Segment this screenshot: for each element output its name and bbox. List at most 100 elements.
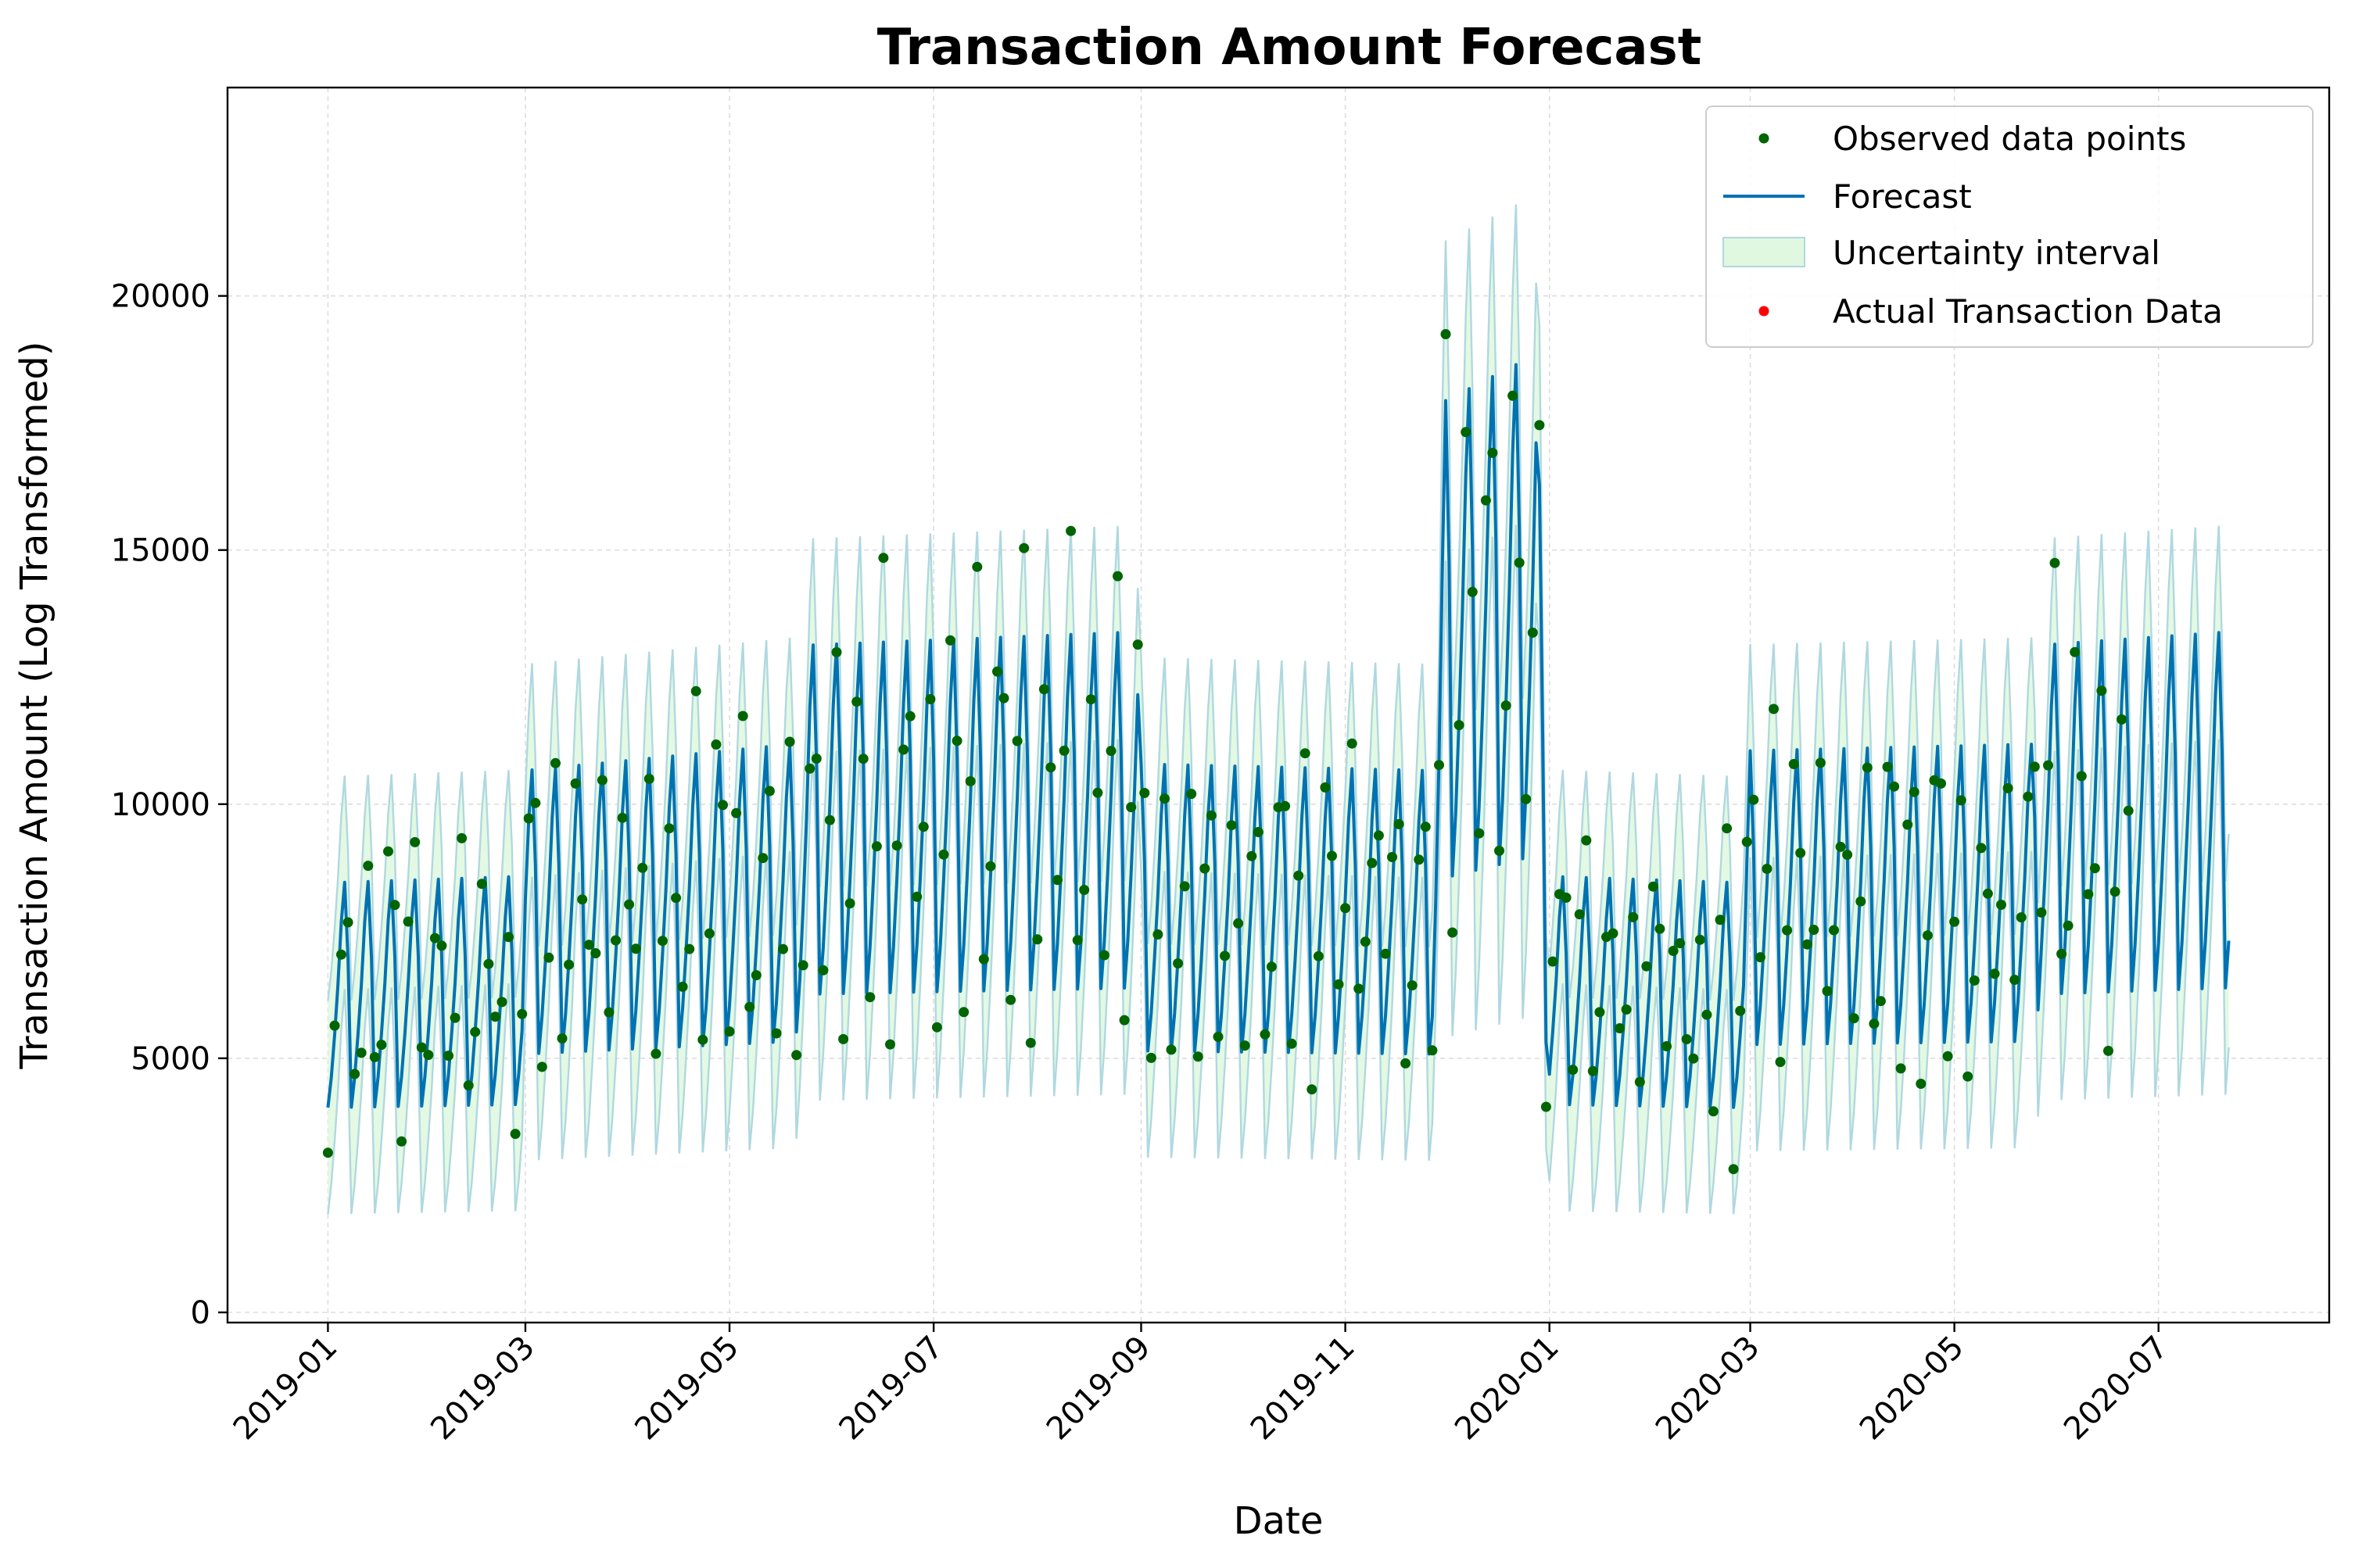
observed-point	[1340, 903, 1351, 914]
observed-point	[1996, 900, 2006, 910]
observed-point	[1012, 736, 1023, 746]
observed-point	[838, 1033, 849, 1044]
forecast-line	[326, 363, 2231, 1109]
observed-point	[1072, 935, 1083, 946]
observed-point	[617, 812, 628, 823]
observed-point	[798, 960, 808, 971]
observed-point	[1199, 863, 1210, 874]
observed-points	[322, 329, 2134, 1175]
observed-point	[630, 943, 641, 954]
observed-point	[2036, 907, 2047, 918]
observed-point	[1360, 936, 1371, 947]
observed-point	[2076, 771, 2087, 782]
observed-point	[1889, 781, 1900, 792]
observed-point	[1106, 746, 1117, 757]
observed-point	[1387, 852, 1397, 862]
observed-point	[637, 862, 648, 873]
observed-point	[1688, 1053, 1699, 1064]
observed-point	[945, 635, 955, 646]
observed-point	[1514, 557, 1525, 568]
observed-point	[496, 997, 507, 1008]
observed-point	[356, 1047, 367, 1058]
observed-point	[1454, 720, 1464, 731]
observed-point	[1848, 1013, 1859, 1024]
observed-point	[1561, 892, 1572, 903]
observed-point	[1487, 447, 1498, 458]
observed-point	[583, 940, 594, 950]
observed-point	[2016, 912, 2027, 923]
observed-point	[1701, 1009, 1712, 1020]
observed-point	[664, 823, 675, 834]
observed-point	[758, 853, 769, 864]
observed-point	[1694, 934, 1705, 945]
observed-point	[1139, 788, 1150, 798]
observed-point	[1099, 950, 1109, 961]
observed-point	[336, 949, 346, 960]
observed-point	[1494, 845, 1504, 856]
observed-point	[731, 807, 742, 818]
observed-point	[1320, 782, 1331, 793]
observed-point	[1119, 1015, 1130, 1026]
observed-point	[751, 970, 762, 981]
observed-point	[1307, 1084, 1317, 1095]
observed-point	[1400, 1058, 1411, 1069]
observed-point	[1260, 1029, 1271, 1040]
observed-point	[1902, 819, 1913, 830]
observed-point	[476, 879, 487, 890]
observed-point	[1922, 930, 1933, 941]
observed-point	[1474, 828, 1485, 839]
y-axis-title: Transaction Amount (Log Transformed)	[13, 342, 56, 1070]
observed-point	[1855, 896, 1866, 907]
legend: Observed data points Forecast Uncertaint…	[1705, 106, 2314, 348]
observed-point	[1032, 934, 1043, 945]
observed-point	[1152, 929, 1163, 940]
observed-point	[1668, 946, 1679, 956]
observed-point	[671, 893, 682, 904]
observed-point	[1748, 794, 1759, 805]
legend-frame	[1705, 106, 2314, 348]
observed-point	[1192, 1051, 1203, 1062]
observed-point	[1233, 918, 1244, 929]
observed-point	[1293, 870, 1304, 881]
observed-point	[878, 553, 889, 564]
observed-point	[684, 943, 695, 954]
observed-point	[1166, 1044, 1177, 1055]
observed-point	[2096, 686, 2107, 696]
observed-point	[1608, 928, 1618, 939]
observed-point	[597, 775, 608, 786]
observed-point	[463, 1080, 474, 1091]
observed-point	[1353, 983, 1364, 994]
observed-point	[718, 800, 728, 811]
observed-point	[1253, 827, 1264, 837]
plot-frame	[226, 86, 2331, 1324]
observed-point	[1327, 850, 1337, 861]
observed-point	[349, 1069, 360, 1079]
observed-point	[1949, 916, 1960, 927]
observed-point	[1775, 1057, 1786, 1068]
observed-point	[457, 832, 468, 843]
observed-point	[1179, 881, 1190, 892]
observed-point	[1005, 994, 1016, 1005]
legend-label-forecast: Forecast	[1833, 177, 1972, 216]
observed-point	[891, 840, 902, 851]
observed-point	[690, 686, 701, 696]
observed-point	[1280, 800, 1291, 811]
observed-point	[764, 786, 775, 797]
observed-point	[1722, 823, 1733, 834]
observed-point	[1675, 938, 1686, 949]
observed-point	[2089, 863, 2100, 874]
observed-point	[470, 1026, 481, 1037]
observed-point	[1835, 841, 1846, 852]
observed-point	[811, 754, 822, 764]
observed-point	[1615, 1023, 1626, 1033]
observed-point	[2109, 886, 2120, 897]
observed-point	[1527, 627, 1538, 638]
observed-point	[1715, 915, 1726, 925]
observed-point	[737, 711, 748, 721]
observed-point	[1654, 923, 1665, 934]
observed-point	[450, 1012, 461, 1023]
observed-point	[898, 744, 909, 755]
observed-point	[985, 861, 996, 872]
observed-point	[912, 891, 923, 902]
